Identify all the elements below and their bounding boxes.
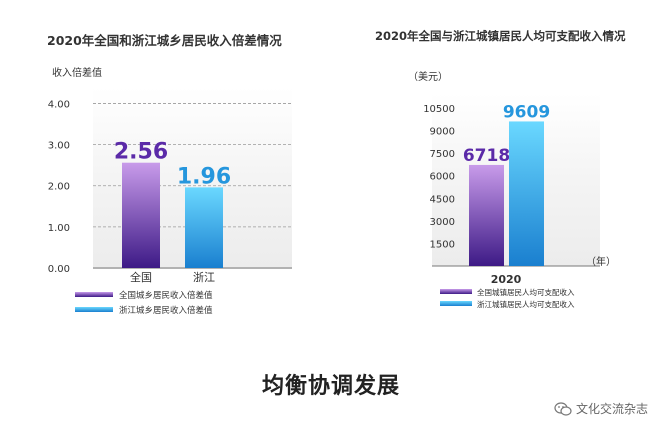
right-chart: 2020年全国与浙江城镇居民人均可支配收入情况 （美元） 1500 3000 450… [375, 29, 626, 309]
right-y-tick-label: 1500 [430, 239, 455, 250]
right-legend-label: 全国城镇居民人均可支配收入 [477, 287, 575, 297]
left-y-tick-label: 2.00 [48, 182, 70, 193]
left-chart-title: 2020年全国和浙江城乡居民收入倍差情况 [47, 33, 282, 48]
watermark-text: 文化交流杂志 [575, 402, 648, 416]
right-y-tick-label: 10500 [423, 104, 455, 115]
right-y-tick-label: 7500 [430, 149, 455, 160]
right-legend-swatch [440, 301, 472, 306]
left-legend-label: 全国城乡居民收入倍差值 [119, 290, 213, 301]
left-legend-label: 浙江城乡居民收入倍差值 [119, 305, 213, 316]
right-x-axis-label: （年） [586, 255, 616, 268]
left-y-tick-label: 0.00 [48, 264, 70, 275]
left-category-label: 浙江 [193, 271, 215, 284]
left-bar-national [122, 162, 160, 268]
left-chart: 2020年全国和浙江城乡居民收入倍差情况 收入倍差值 0.00 1.00 2.00 3… [47, 33, 292, 316]
right-legend-label: 浙江城镇居民人均可支配收入 [477, 299, 575, 309]
right-category-label: 2020 [491, 273, 522, 286]
right-y-tick-label: 3000 [430, 217, 455, 228]
wechat-icon [554, 401, 572, 416]
right-y-tick-label: 9000 [430, 127, 455, 138]
left-legend-swatch [75, 307, 113, 312]
right-y-tick-label: 4500 [430, 194, 455, 205]
left-bar-zhejiang [185, 187, 223, 268]
watermark: 文化交流杂志 [554, 400, 648, 417]
right-legend-swatch [440, 289, 472, 294]
right-bar-national [469, 164, 504, 266]
left-bar-value-label: 2.56 [114, 140, 168, 165]
right-bar-zhejiang [509, 121, 544, 266]
right-chart-title: 2020年全国与浙江城镇居民人均可支配收入情况 [375, 29, 626, 43]
right-bar-value-label: 9609 [503, 102, 550, 122]
right-y-axis-label: （美元） [408, 70, 448, 83]
left-y-tick-label: 1.00 [48, 223, 70, 234]
left-legend-swatch [75, 292, 113, 297]
right-y-tick-label: 6000 [430, 172, 455, 183]
right-bar-value-label: 6718 [463, 146, 510, 166]
left-y-tick-label: 3.00 [48, 141, 70, 152]
left-y-tick-label: 4.00 [48, 99, 70, 110]
caption-title: 均衡协调发展 [261, 374, 400, 399]
left-bar-value-label: 1.96 [177, 164, 231, 189]
left-y-axis-label: 收入倍差值 [52, 66, 102, 79]
left-category-label: 全国 [130, 270, 152, 284]
